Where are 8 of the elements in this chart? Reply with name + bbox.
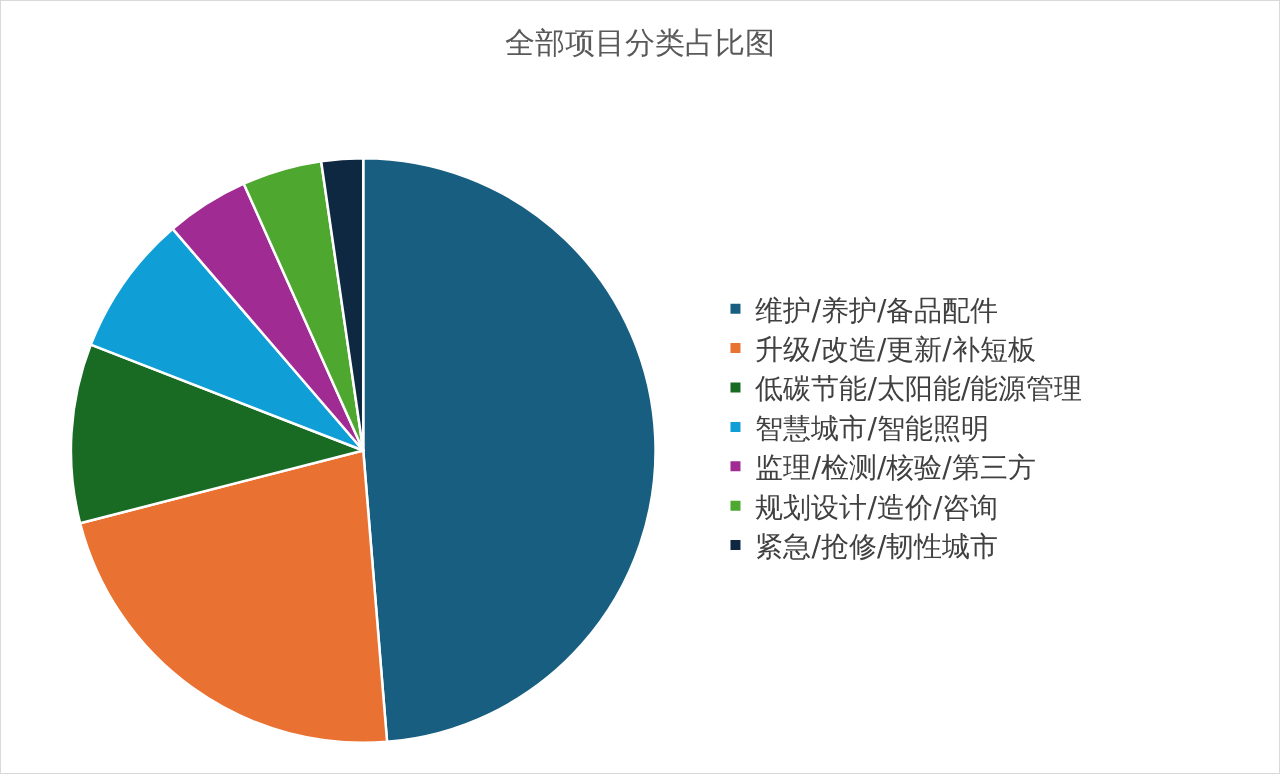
chart-title: 全部项目分类占比图: [505, 24, 775, 60]
legend-label: 升级/改造/更新/补短板: [755, 333, 1036, 367]
legend-label: 智慧城市/智能照明: [755, 411, 989, 445]
legend-label: 规划设计/造价/咨询: [755, 490, 999, 524]
legend-label: 维护/养护/备品配件: [755, 293, 999, 327]
legend-label: 紧急/抢修/韧性城市: [755, 530, 999, 564]
legend-label: 监理/检测/核验/第三方: [755, 451, 1036, 485]
legend-label: 低碳节能/太阳能/能源管理: [755, 372, 1083, 406]
